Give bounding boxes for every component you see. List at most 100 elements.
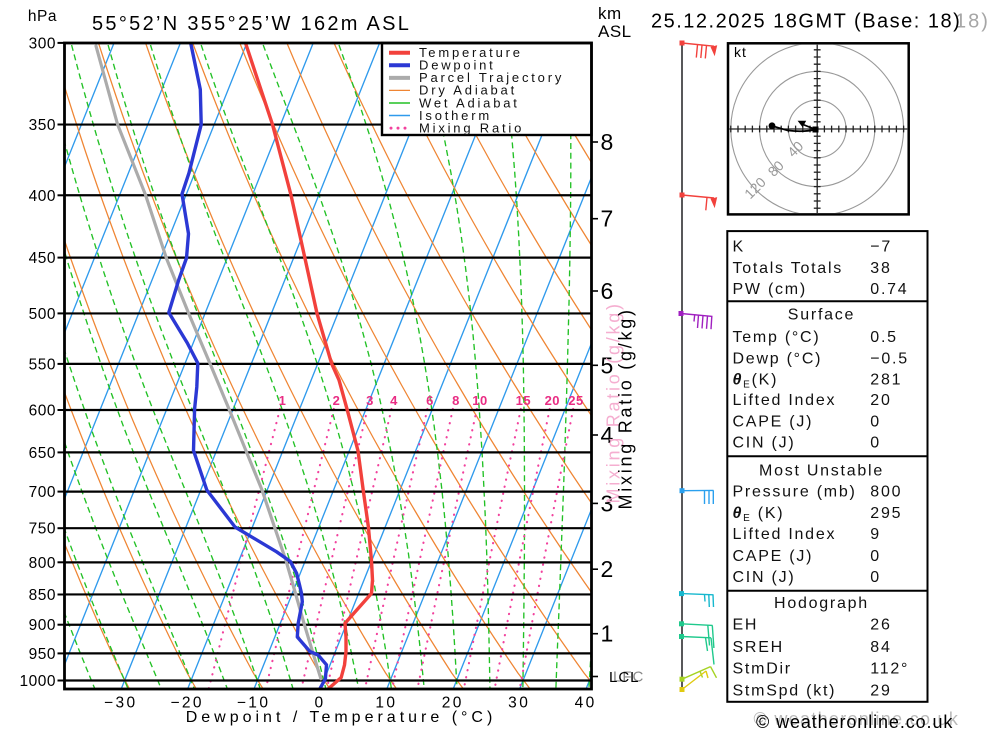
svg-text:Dewpoint: Dewpoint	[419, 58, 496, 73]
svg-text:Hodograph: Hodograph	[774, 595, 869, 612]
svg-text:−10: −10	[237, 695, 271, 712]
svg-text:0.5: 0.5	[870, 329, 898, 346]
svg-text:Temp (°C): Temp (°C)	[733, 329, 821, 346]
svg-text:84: 84	[870, 639, 891, 656]
svg-text:550: 550	[29, 356, 56, 373]
svg-text:EH: EH	[733, 617, 759, 634]
svg-text:300: 300	[29, 35, 56, 52]
svg-text:20: 20	[442, 695, 464, 712]
svg-text:650: 650	[29, 445, 56, 462]
svg-text:2: 2	[601, 556, 614, 582]
svg-text:850: 850	[29, 587, 56, 604]
svg-text:−20: −20	[170, 695, 204, 712]
svg-text:3: 3	[366, 393, 374, 408]
svg-text:Dry Adiabat: Dry Adiabat	[419, 83, 517, 98]
svg-text:7: 7	[601, 206, 614, 232]
svg-text:1000: 1000	[20, 673, 56, 690]
svg-text:750: 750	[29, 521, 56, 538]
svg-text:Most Unstable: Most Unstable	[759, 463, 884, 480]
svg-text:1: 1	[601, 621, 614, 647]
svg-text:PW (cm): PW (cm)	[733, 281, 807, 298]
svg-text:25: 25	[568, 393, 583, 408]
svg-text:Pressure (mb): Pressure (mb)	[733, 484, 857, 501]
svg-text:CIN (J): CIN (J)	[733, 435, 796, 452]
svg-text:SREH: SREH	[733, 639, 784, 656]
svg-text:15: 15	[516, 393, 531, 408]
svg-text:5: 5	[601, 352, 614, 378]
svg-text:© weatheronline.co.uk: © weatheronline.co.uk	[754, 709, 960, 729]
svg-text:Isotherm: Isotherm	[419, 108, 492, 123]
svg-text:20: 20	[870, 392, 891, 409]
svg-text:8: 8	[452, 393, 460, 408]
svg-text:25.12.2025 18GMT (Base: 18): 25.12.2025 18GMT (Base: 18)	[651, 11, 961, 33]
svg-text:400: 400	[29, 188, 56, 205]
svg-text:Temperature: Temperature	[419, 45, 523, 60]
svg-text:StmSpd (kt): StmSpd (kt)	[733, 683, 837, 700]
svg-text:6: 6	[426, 393, 434, 408]
svg-text:55°52’N 355°25’W 162m ASL: 55°52’N 355°25’W 162m ASL	[92, 13, 411, 35]
svg-text:Mixing Ratio: Mixing Ratio	[419, 120, 524, 135]
svg-text:Dewp (°C): Dewp (°C)	[733, 351, 823, 368]
svg-text:CAPE (J): CAPE (J)	[733, 414, 814, 431]
svg-text:4: 4	[390, 393, 398, 408]
svg-text:Totals Totals: Totals Totals	[733, 260, 844, 277]
svg-text:281: 281	[870, 372, 902, 389]
svg-text:Dewpoint / Temperature (°C): Dewpoint / Temperature (°C)	[186, 709, 497, 726]
svg-text:0.74: 0.74	[870, 281, 908, 298]
svg-text:0: 0	[314, 695, 325, 712]
svg-text:6: 6	[601, 278, 614, 304]
svg-text:30: 30	[508, 695, 530, 712]
svg-text:Wet Adiabat: Wet Adiabat	[419, 95, 520, 110]
svg-text:θE(K): θE(K)	[733, 372, 779, 391]
svg-text:Lifted Index: Lifted Index	[733, 392, 837, 409]
svg-text:112°: 112°	[870, 661, 909, 678]
svg-text:Parcel Trajectory: Parcel Trajectory	[419, 70, 564, 85]
svg-text:700: 700	[29, 484, 56, 501]
svg-text:29: 29	[870, 683, 891, 700]
svg-text:Mixing Ratio (g/kg): Mixing Ratio (g/kg)	[604, 301, 624, 503]
svg-text:θE (K): θE (K)	[733, 505, 785, 524]
svg-text:800: 800	[29, 555, 56, 572]
svg-text:hPa: hPa	[28, 8, 57, 25]
svg-text:Lifted Index: Lifted Index	[733, 526, 837, 543]
svg-text:© weatheronline.co.uk: © weatheronline.co.uk	[756, 712, 953, 732]
svg-text:−7: −7	[870, 238, 892, 255]
svg-text:500: 500	[29, 306, 56, 323]
svg-text:600: 600	[29, 403, 56, 420]
svg-text:CIN (J): CIN (J)	[733, 569, 796, 586]
svg-text:CAPE (J): CAPE (J)	[733, 548, 814, 565]
svg-text:10: 10	[472, 393, 487, 408]
svg-text:450: 450	[29, 250, 56, 267]
svg-text:4: 4	[601, 422, 614, 448]
svg-text:LFC: LFC	[613, 669, 644, 686]
svg-text:8: 8	[601, 129, 614, 155]
svg-text:K: K	[733, 238, 745, 255]
svg-text:295: 295	[870, 505, 902, 522]
svg-text:2: 2	[333, 393, 341, 408]
svg-text:800: 800	[870, 484, 902, 501]
svg-text:18): 18)	[955, 11, 990, 33]
svg-text:9: 9	[870, 526, 881, 543]
svg-text:950: 950	[29, 646, 56, 663]
svg-text:Surface: Surface	[788, 307, 855, 324]
svg-text:LCL: LCL	[609, 669, 640, 686]
svg-text:350: 350	[29, 117, 56, 134]
svg-text:−30: −30	[104, 695, 138, 712]
svg-text:Mixing Ratio (g/kg): Mixing Ratio (g/kg)	[616, 307, 636, 509]
svg-text:10: 10	[375, 695, 397, 712]
svg-text:26: 26	[870, 617, 891, 634]
svg-text:20: 20	[545, 393, 560, 408]
svg-text:40: 40	[575, 695, 597, 712]
svg-text:km: km	[598, 4, 622, 23]
svg-text:0: 0	[870, 435, 881, 452]
svg-text:1: 1	[279, 393, 287, 408]
svg-text:900: 900	[29, 617, 56, 634]
svg-text:38: 38	[870, 260, 891, 277]
svg-text:kt: kt	[734, 44, 747, 60]
svg-text:StmDir: StmDir	[733, 661, 792, 678]
svg-text:0: 0	[870, 414, 881, 431]
svg-text:ASL: ASL	[598, 22, 632, 41]
svg-text:−0.5: −0.5	[870, 351, 909, 368]
svg-text:0: 0	[870, 569, 881, 586]
svg-text:0: 0	[870, 548, 881, 565]
